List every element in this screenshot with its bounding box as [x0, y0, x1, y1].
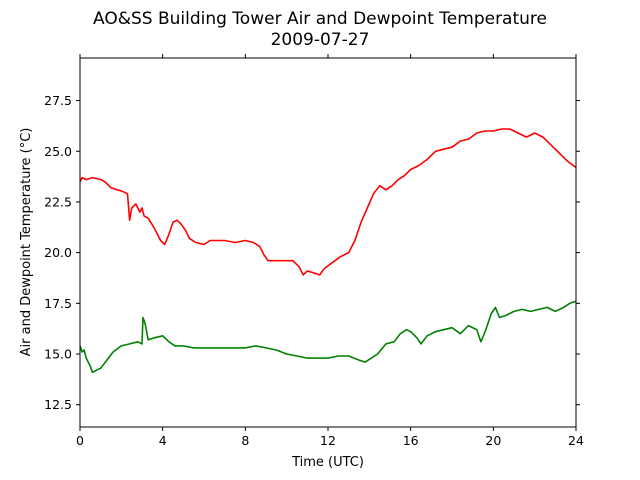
x-tick-label: 8	[241, 433, 249, 448]
series-line-1	[79, 128, 577, 276]
ticks-layer: 0 4 8 12 16 20 24 12.5 15.0 17.5 20.0 22.5 25.0 27.5	[44, 54, 584, 448]
x-tick-label: 4	[159, 433, 167, 448]
y-tick-label: 12.5	[44, 397, 72, 412]
y-axis-label: Air and Dewpoint Temperature (°C)	[19, 128, 34, 357]
chart-subtitle: 2009-07-27	[271, 30, 370, 50]
y-tick-label: 17.5	[44, 296, 72, 311]
chart-title: AO&SS Building Tower Air and Dewpoint Te…	[93, 9, 547, 29]
x-tick-label: 0	[76, 433, 84, 448]
y-tick-label: 15.0	[44, 347, 72, 362]
x-tick-label: 12	[320, 433, 336, 448]
x-tick-label: 24	[568, 433, 584, 448]
x-tick-label: 20	[485, 433, 501, 448]
y-tick-label: 20.0	[44, 245, 72, 260]
x-axis-label: Time (UTC)	[291, 455, 364, 470]
series-layer	[79, 128, 577, 374]
x-tick-label: 16	[403, 433, 419, 448]
series-line-2	[79, 300, 577, 374]
y-tick-label: 22.5	[44, 194, 72, 209]
plot-frame	[79, 57, 577, 428]
y-tick-label: 27.5	[44, 93, 72, 108]
y-tick-label: 25.0	[44, 144, 72, 159]
